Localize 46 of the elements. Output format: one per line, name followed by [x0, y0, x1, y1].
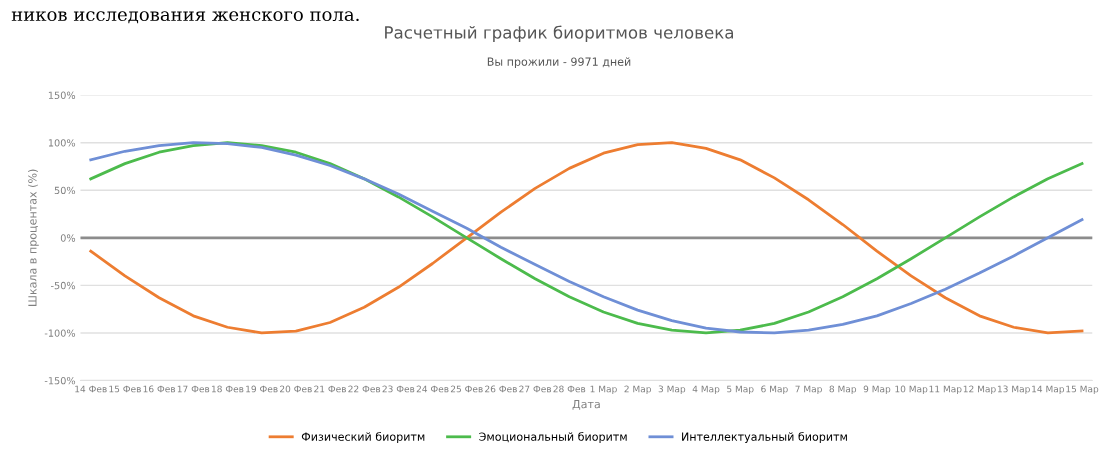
- x-tick-label: 23 Фев: [382, 385, 415, 393]
- x-tick-label: 18 Фев: [211, 385, 244, 393]
- chart-subtitle: Вы прожили - 9971 дней: [487, 57, 631, 68]
- x-tick-label: 27 Фев: [519, 385, 552, 393]
- x-tick-label: 6 Мар: [761, 385, 788, 395]
- x-tick-label: 2 Мар: [624, 385, 651, 395]
- x-tick-label: 15 Мар: [1066, 385, 1099, 395]
- y-tick-label: -150%: [44, 377, 76, 385]
- y-tick-label: 100%: [48, 139, 76, 147]
- x-tick-label: 10 Мар: [895, 385, 928, 395]
- x-tick-label: 21 Фев: [314, 385, 346, 393]
- x-tick-label: 15 Фев: [109, 385, 141, 393]
- x-tick-label: 13 Мар: [997, 385, 1030, 395]
- line-series: [89, 141, 1084, 335]
- legend-label: Физический биоритм: [301, 432, 425, 443]
- x-tick-label: 26 Фев: [485, 385, 517, 393]
- chart-title: Расчетный график биоритмов человека: [385, 25, 734, 42]
- y-tick-label: 50%: [54, 186, 76, 195]
- x-tick-label: 19 Фев: [246, 385, 278, 393]
- y-axis-title: Шкала в процентах (%): [28, 169, 39, 306]
- x-tick-label: 8 Мар: [829, 385, 857, 395]
- x-tick-label: 16 Фев: [143, 385, 176, 393]
- x-tick-label: 9 Мар: [863, 385, 891, 395]
- y-tick-label: 0%: [60, 234, 76, 242]
- x-tick-label: 14 Мар: [1032, 385, 1065, 395]
- x-tick-label: 14 Фев: [75, 385, 107, 393]
- x-tick-label: 20 Фев: [280, 385, 312, 393]
- x-tick-label: 11 Мар: [929, 385, 962, 395]
- legend-label: Интеллектуальный биоритм: [682, 432, 847, 443]
- x-tick-label: 1 Мар: [590, 385, 617, 395]
- x-axis-title: Дата: [572, 400, 600, 410]
- y-tick-label: -50%: [50, 281, 76, 290]
- x-tick-label: 5 Мар: [727, 385, 754, 395]
- x-tick-label: 4 Мар: [692, 385, 720, 395]
- y-tick-label: 150%: [48, 91, 76, 99]
- text: ников исследования женского пола.: [11, 11, 359, 24]
- x-tick-label: 22 Фев: [348, 385, 381, 393]
- y-tick-label: -100%: [44, 329, 76, 337]
- x-tick-label: 7 Мар: [795, 385, 822, 395]
- x-tick-label: 24 Фев: [416, 385, 449, 393]
- x-tick-label: 3 Мар: [658, 385, 686, 395]
- x-tick-label: 12 Мар: [963, 385, 996, 395]
- legend-label: Эмоциональный биоритм: [479, 432, 627, 443]
- x-tick-label: 28 Фев: [553, 385, 586, 393]
- x-tick-label: 25 Фев: [450, 385, 483, 393]
- x-tick-label: 17 Фев: [177, 385, 210, 393]
